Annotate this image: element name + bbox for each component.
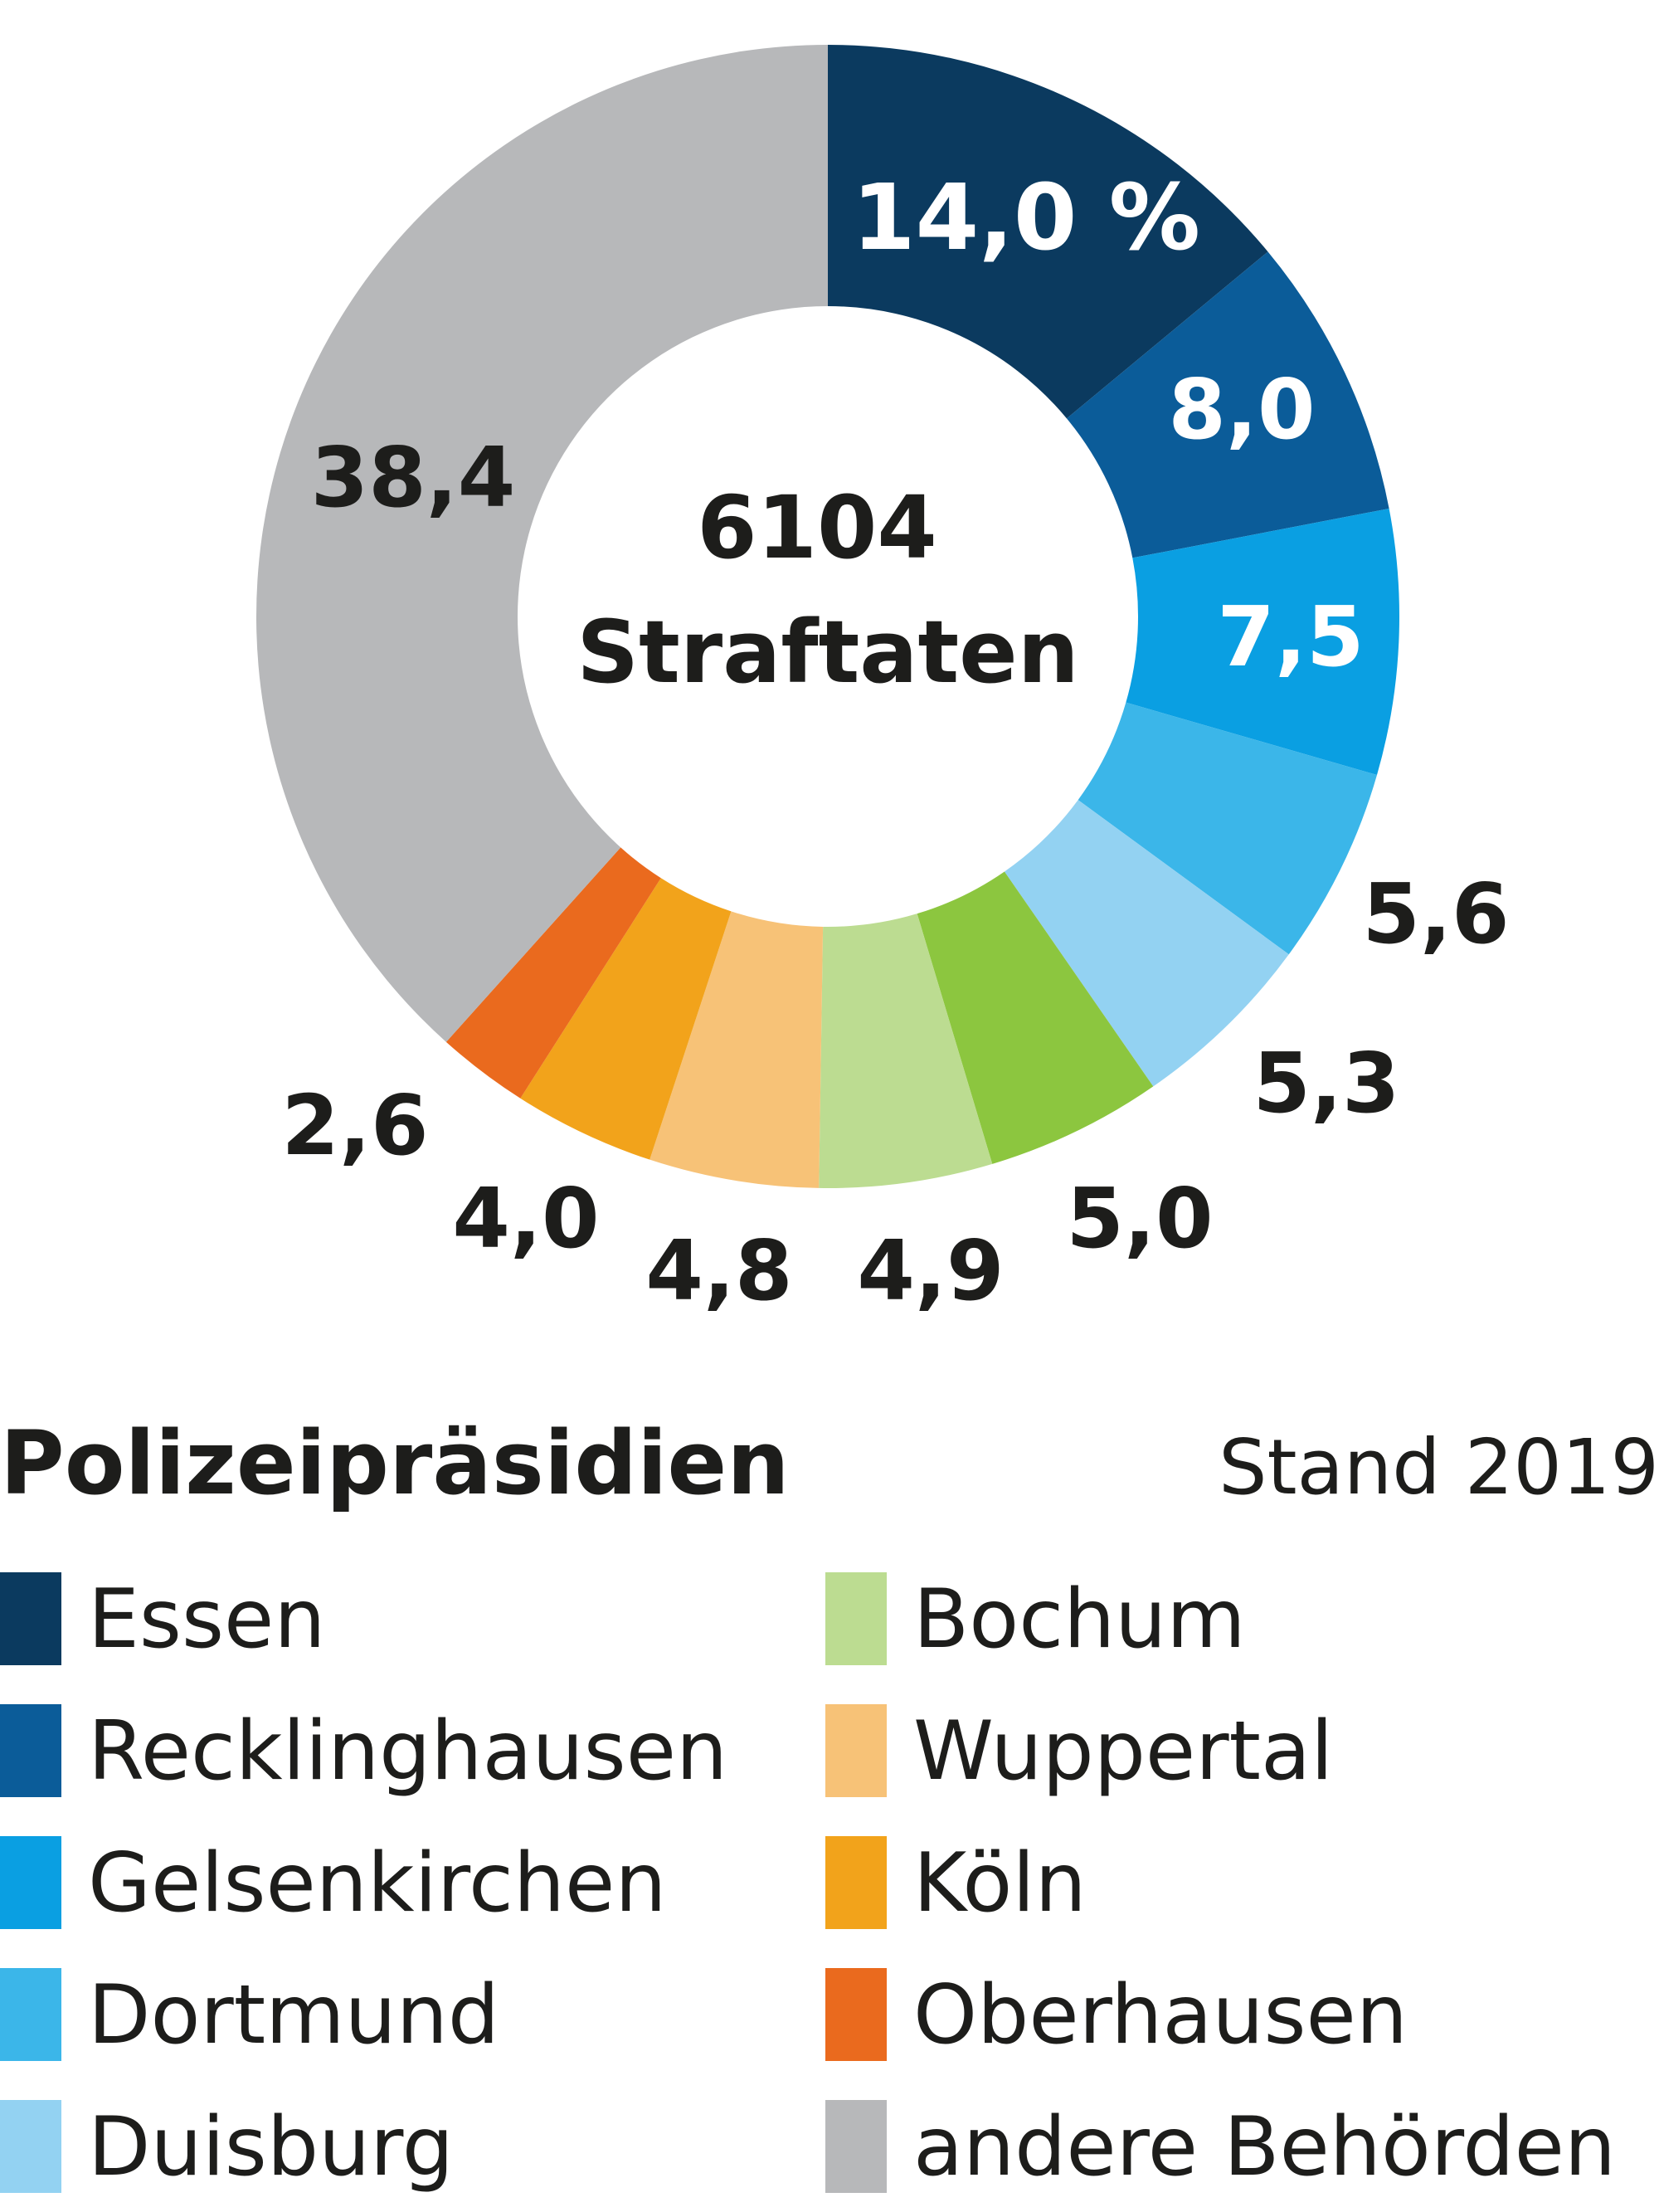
donut-segment-dortmund <box>1078 702 1377 955</box>
legend-label: Oberhausen <box>913 1968 1408 2063</box>
segment-value-label: 2,6 <box>281 1077 428 1174</box>
legend-label: Bochum <box>913 1572 1246 1667</box>
legend-item: Recklinghausen <box>0 1704 727 1799</box>
segment-value-label: 5,0 <box>1066 1170 1213 1267</box>
donut-segment-andere-beh-rden <box>255 45 829 1042</box>
legend-swatch <box>825 1968 887 2061</box>
donut-segment-k-ln <box>520 878 732 1160</box>
legend-item: Dortmund <box>0 1968 499 2063</box>
legend-label: Recklinghausen <box>88 1704 727 1799</box>
legend-swatch <box>825 1704 887 1797</box>
segment-value-label: 8,0 <box>1168 361 1315 458</box>
legend-swatch <box>825 1836 887 1929</box>
donut-segment-oberhausen <box>445 847 661 1099</box>
legend-swatch <box>825 1572 887 1665</box>
segment-labels: 14,0 % 8,0 7,5 5,6 5,3 5,0 4,9 4,8 4,02,6 38,4 <box>281 164 1509 1319</box>
donut-segment-recklinghausen <box>1066 251 1389 558</box>
legend-label: Köln <box>913 1836 1087 1931</box>
segment-value-label: 5,6 <box>1362 865 1509 962</box>
segment-value-label: 4,9 <box>857 1222 1004 1319</box>
donut-segment-gelsenkirchen <box>1126 508 1399 775</box>
legend-item: Wuppertal <box>825 1704 1333 1799</box>
legend-label: Dortmund <box>88 1968 499 2063</box>
legend-note: Stand 2019 <box>1219 1423 1659 1512</box>
legend-swatch <box>0 2100 61 2193</box>
legend-label: Duisburg <box>88 2100 454 2195</box>
donut-segment-essen <box>828 45 1268 419</box>
legend-label: andere Behörden <box>913 2100 1616 2195</box>
segment-value-label: 7,5 <box>1217 588 1364 685</box>
legend-title: Polizeipräsidien <box>0 1412 790 1514</box>
donut-segment-unlabeled <box>917 871 1154 1164</box>
legend-swatch <box>825 2100 887 2193</box>
legend-item: Köln <box>825 1836 1087 1931</box>
legend-swatch <box>0 1836 61 1929</box>
legend-item: Oberhausen <box>825 1968 1408 2063</box>
donut-segment-wuppertal <box>649 911 824 1188</box>
legend-label: Wuppertal <box>913 1704 1333 1799</box>
legend-item: Bochum <box>825 1572 1246 1667</box>
segment-value-label: 5,3 <box>1253 1035 1399 1132</box>
legend-label: Gelsenkirchen <box>88 1836 666 1931</box>
donut-segments <box>255 45 1399 1188</box>
segment-value-label: 38,4 <box>311 429 516 526</box>
legend-item: Duisburg <box>0 2100 454 2195</box>
legend-label: Essen <box>88 1572 325 1667</box>
center-label: Straftaten <box>577 602 1079 703</box>
segment-value-label: 4,8 <box>645 1222 792 1319</box>
legend-swatch <box>0 1968 61 2061</box>
segment-value-label: 14,0 % <box>852 164 1200 270</box>
legend: Essen Recklinghausen Gelsenkirchen Dortmund… <box>0 1572 1616 2195</box>
legend-swatch <box>0 1704 61 1797</box>
legend-item: andere Behörden <box>825 2100 1616 2195</box>
segment-value-label: 4,0 <box>452 1170 599 1267</box>
center-value: 6104 <box>697 477 937 578</box>
legend-swatch <box>0 1572 61 1665</box>
legend-item: Essen <box>0 1572 325 1667</box>
donut-segment-duisburg <box>1004 800 1289 1087</box>
donut-segment-bochum <box>819 914 993 1188</box>
legend-item: Gelsenkirchen <box>0 1836 666 1931</box>
